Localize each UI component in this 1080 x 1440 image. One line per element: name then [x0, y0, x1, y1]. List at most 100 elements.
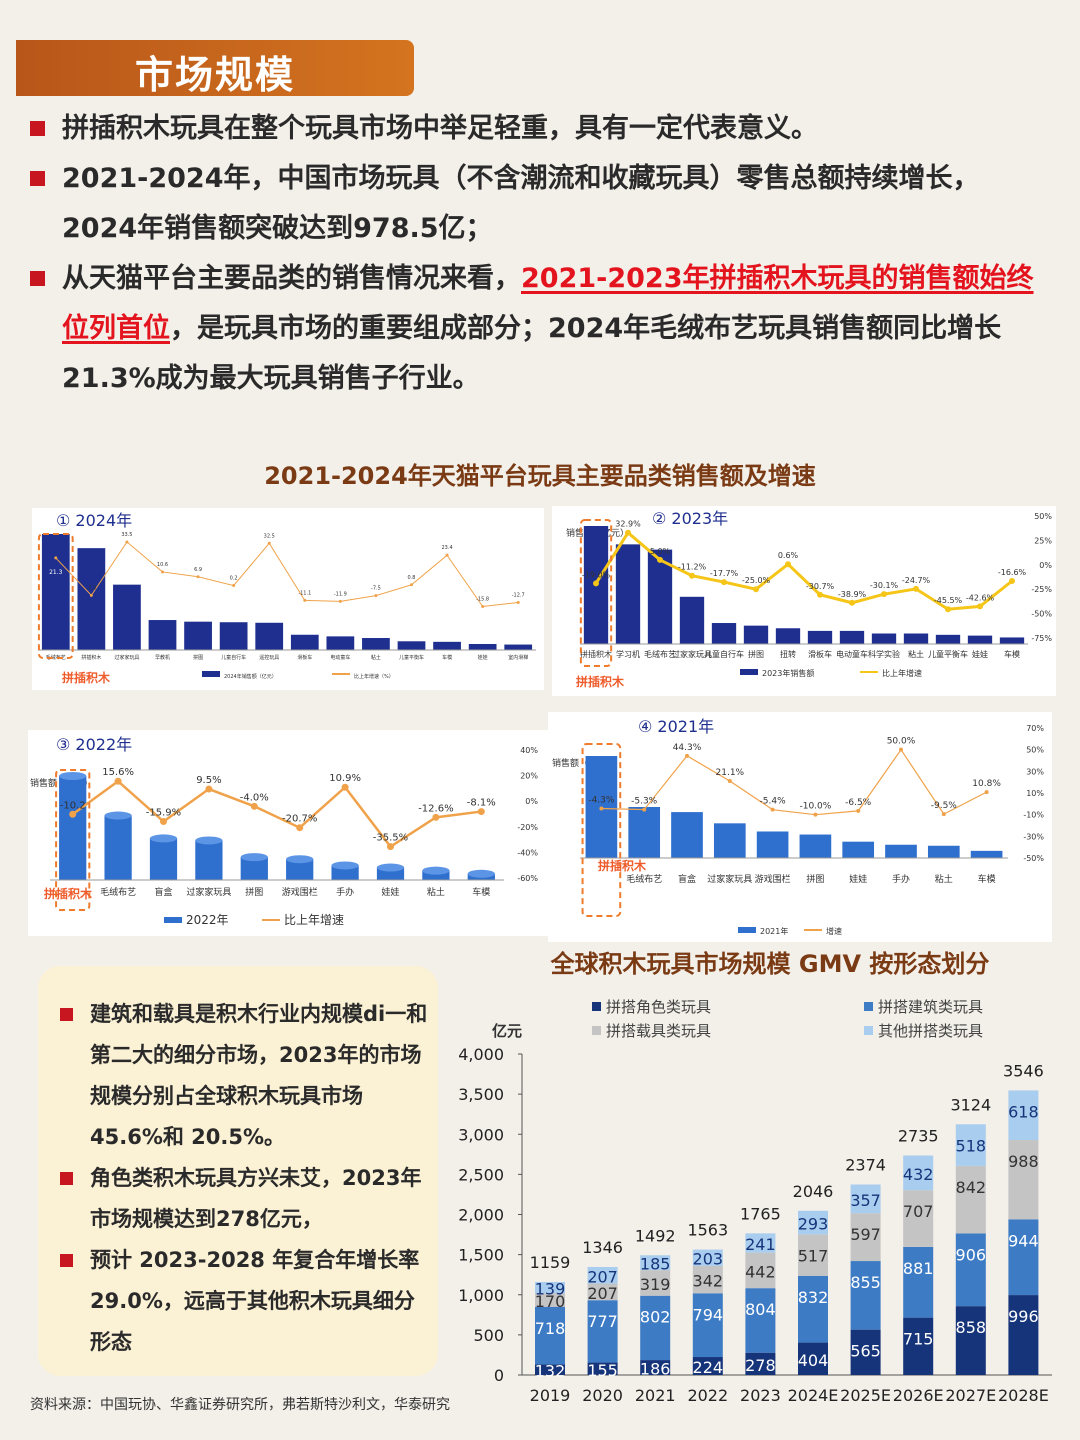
growth-point	[374, 594, 378, 598]
chart-bar	[935, 634, 961, 644]
x-tick-label: 滑板车	[808, 649, 832, 659]
chart-bar	[422, 870, 450, 880]
segment-value-label: 858	[956, 1318, 987, 1337]
x-tick-label: 游戏围栏	[755, 873, 791, 885]
x-tick-label: 电动童车	[330, 654, 350, 661]
growth-label: -7.3	[86, 585, 96, 591]
bullet-text-prefix: 从天猫平台主要品类的销售情况来看，	[62, 263, 521, 294]
stack-segment	[587, 1300, 618, 1363]
legend-label: 拼搭建筑类玩具	[878, 998, 983, 1016]
growth-label: -8.1%	[467, 798, 496, 809]
stack-segment	[798, 1275, 828, 1343]
stack-segment	[587, 1362, 618, 1375]
y2-tick-label: 50%	[1034, 512, 1052, 521]
bullet-item: 2021-2024年，中国市场玩具（不含潮流和收藏玩具）零售总额持续增长，202…	[28, 154, 1048, 254]
x-tick-label: 扭转	[780, 649, 796, 659]
note-text: 角色类积木玩具方兴未艾，2023年市场规模达到278亿元，	[90, 1166, 422, 1231]
y2-tick-label: -50%	[1031, 610, 1052, 619]
x-tick-label: 拼插积木	[81, 654, 101, 661]
growth-label: 32.9%	[615, 520, 641, 529]
growth-label: -11.9	[334, 591, 347, 597]
section-header-title: 市场规模	[134, 53, 295, 97]
growth-point	[657, 556, 663, 563]
bullet-text: 2021-2024年，中国市场玩具（不含潮流和收藏玩具）零售总额持续增长，202…	[62, 163, 980, 244]
x-tick-label: 车模	[472, 886, 490, 898]
chart-bar-cap	[59, 772, 87, 780]
x-tick-label: 盲盒	[154, 886, 172, 898]
growth-point	[785, 561, 791, 568]
growth-label: -10.0%	[799, 802, 831, 812]
chart-2023: ② 2023年销售额（亿元）拼插积木学习机毛绒布艺过家家玩具儿童自行车拼图扭转滑…	[566, 509, 1052, 689]
chart-bar	[842, 841, 875, 858]
growth-label: 0.2	[230, 576, 238, 582]
chart-bar	[433, 641, 461, 650]
x-tick-label: 儿童自行车	[221, 654, 246, 661]
chart-bar	[77, 548, 106, 650]
legend-bar-swatch	[738, 927, 756, 933]
growth-label: 6.9	[194, 567, 202, 573]
stack-segment	[1008, 1219, 1039, 1296]
x-tick-label: 儿童自行车	[704, 649, 744, 659]
y-tick-label: 1,000	[458, 1286, 504, 1305]
chart-bar	[671, 812, 703, 858]
growth-label: -30.1%	[870, 581, 899, 590]
segment-value-label: 442	[745, 1262, 776, 1281]
stack-segment	[850, 1329, 881, 1375]
stack-segment	[850, 1213, 881, 1262]
chart-panel-2023: ② 2023年销售额（亿元）拼插积木学习机毛绒布艺过家家玩具儿童自行车拼图扭转滑…	[552, 506, 1056, 696]
y2-tick-label: 40%	[520, 746, 538, 755]
chart-bar-cap	[149, 834, 178, 843]
growth-point	[727, 778, 732, 783]
x-tick-label: 娃娃	[478, 654, 488, 661]
chart-bar	[397, 641, 426, 650]
total-value-label: 1346	[582, 1238, 623, 1257]
growth-point	[303, 598, 307, 602]
legend-swatch	[864, 1002, 873, 1011]
segment-value-label: 207	[587, 1267, 618, 1286]
segment-value-label: 855	[850, 1273, 881, 1292]
stack-segment	[745, 1352, 776, 1375]
chart-bar	[255, 622, 284, 650]
segment-value-label: 155	[587, 1361, 618, 1380]
x-tick-label: 拼插积木	[580, 649, 612, 659]
x-tick-label: 娃娃	[381, 886, 399, 898]
total-value-label: 2735	[898, 1127, 939, 1146]
segment-value-label: 517	[798, 1246, 829, 1265]
total-value-label: 1563	[687, 1221, 728, 1240]
chart-bar	[331, 865, 359, 880]
stack-segment	[955, 1165, 986, 1234]
growth-point	[881, 591, 887, 598]
x-tick-label: 电动童车	[836, 649, 868, 659]
stack-segment	[850, 1261, 881, 1330]
x-tick-label: 毛绒布艺	[644, 649, 676, 659]
chart-bar	[195, 840, 223, 880]
growth-label: -11.2%	[678, 563, 707, 572]
segment-value-label: 278	[745, 1356, 776, 1375]
tmall-charts-title: 2021-2024年天猫平台玩具主要品类销售额及增速	[264, 462, 816, 490]
legend-line-label: 增速	[826, 926, 842, 936]
x-tick-label: 粘土	[935, 873, 953, 885]
growth-point	[477, 808, 485, 816]
growth-line	[55, 541, 519, 608]
growth-label: -19.0%	[582, 570, 611, 579]
bullet-square-icon	[30, 271, 45, 286]
growth-label: -15.9%	[146, 808, 181, 819]
x-tick-label: 2025E	[840, 1386, 891, 1405]
growth-label: -12.6%	[418, 803, 453, 814]
growth-point	[685, 753, 689, 758]
chart-bar	[326, 636, 355, 650]
x-tick-label: 毛绒布艺	[46, 654, 66, 661]
note-item: 预计 2023-2028 年复合年增长率 29.0%，远高于其他积木玩具细分形态	[56, 1240, 428, 1363]
chart-title: ③ 2022年	[56, 735, 132, 754]
segment-value-label: 518	[956, 1136, 987, 1155]
x-tick-label: 拼图	[193, 654, 203, 661]
y-tick-label: 0	[494, 1366, 504, 1385]
x-tick-label: 拼图	[806, 873, 824, 885]
segment-value-label: 139	[535, 1280, 566, 1299]
segment-value-label: 996	[1008, 1307, 1039, 1326]
highlight-box	[37, 533, 74, 659]
y2-tick-label: -75%	[1031, 634, 1052, 643]
x-tick-label: 拼图	[748, 649, 764, 659]
segment-value-label: 802	[640, 1308, 671, 1327]
growth-point	[753, 586, 759, 593]
